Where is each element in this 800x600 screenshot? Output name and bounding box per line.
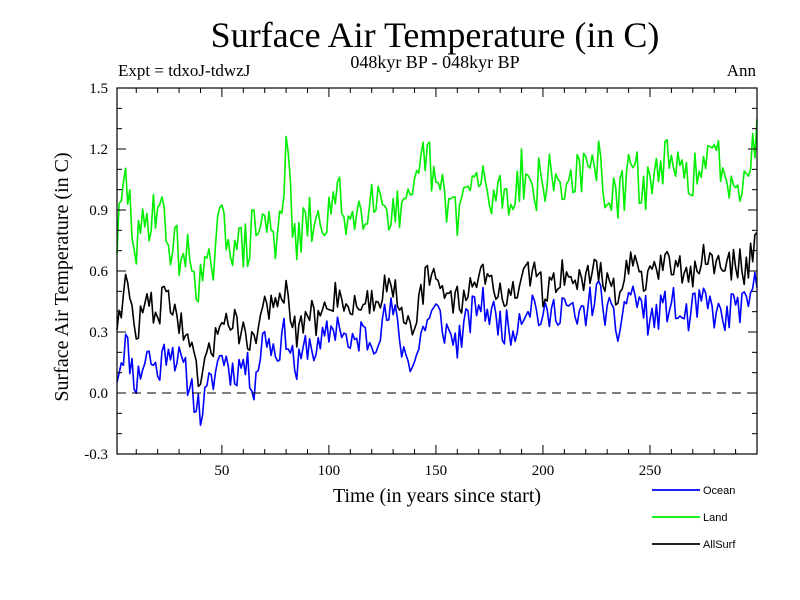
legend: Ocean Land AllSurf: [652, 485, 736, 551]
y-tick-label: 0.9: [89, 203, 108, 219]
y-tick-label: -0.3: [84, 447, 108, 463]
x-tick-label: 100: [318, 463, 341, 479]
x-tick-label: 150: [425, 463, 448, 479]
legend-label-allsurf: AllSurf: [703, 539, 736, 551]
chart-title: Surface Air Temperature (in C): [210, 15, 660, 55]
y-axis: -0.3 0.0 0.3 0.6 0.9 1.2 1.5: [84, 81, 757, 463]
plot-frame: [116, 87, 758, 455]
series-layer: [116, 119, 758, 427]
series-line-ocean: [116, 271, 758, 427]
experiment-label: Expt = tdxoJ-tdwzJ: [118, 61, 251, 80]
series-line-allsurf: [116, 231, 758, 388]
x-tick-label: 50: [214, 463, 229, 479]
y-tick-label: 0.3: [89, 325, 108, 341]
chart-subtitle: 048kyr BP - 048kyr BP: [350, 52, 520, 72]
x-axis-label: Time (in years since start): [333, 485, 541, 507]
y-tick-label: 1.5: [89, 81, 108, 97]
legend-label-land: Land: [703, 512, 727, 524]
x-tick-label: 250: [639, 463, 662, 479]
y-tick-label: 1.2: [89, 142, 108, 158]
y-tick-label: 0.6: [89, 264, 108, 280]
x-axis: 50 100 150 200 250: [135, 88, 737, 479]
series-line-land: [116, 119, 758, 303]
y-tick-label: 0.0: [89, 386, 108, 402]
legend-label-ocean: Ocean: [703, 485, 735, 497]
y-axis-label: Surface Air Temperature (in C): [51, 152, 73, 401]
x-tick-label: 200: [532, 463, 555, 479]
period-label: Ann: [726, 61, 756, 80]
